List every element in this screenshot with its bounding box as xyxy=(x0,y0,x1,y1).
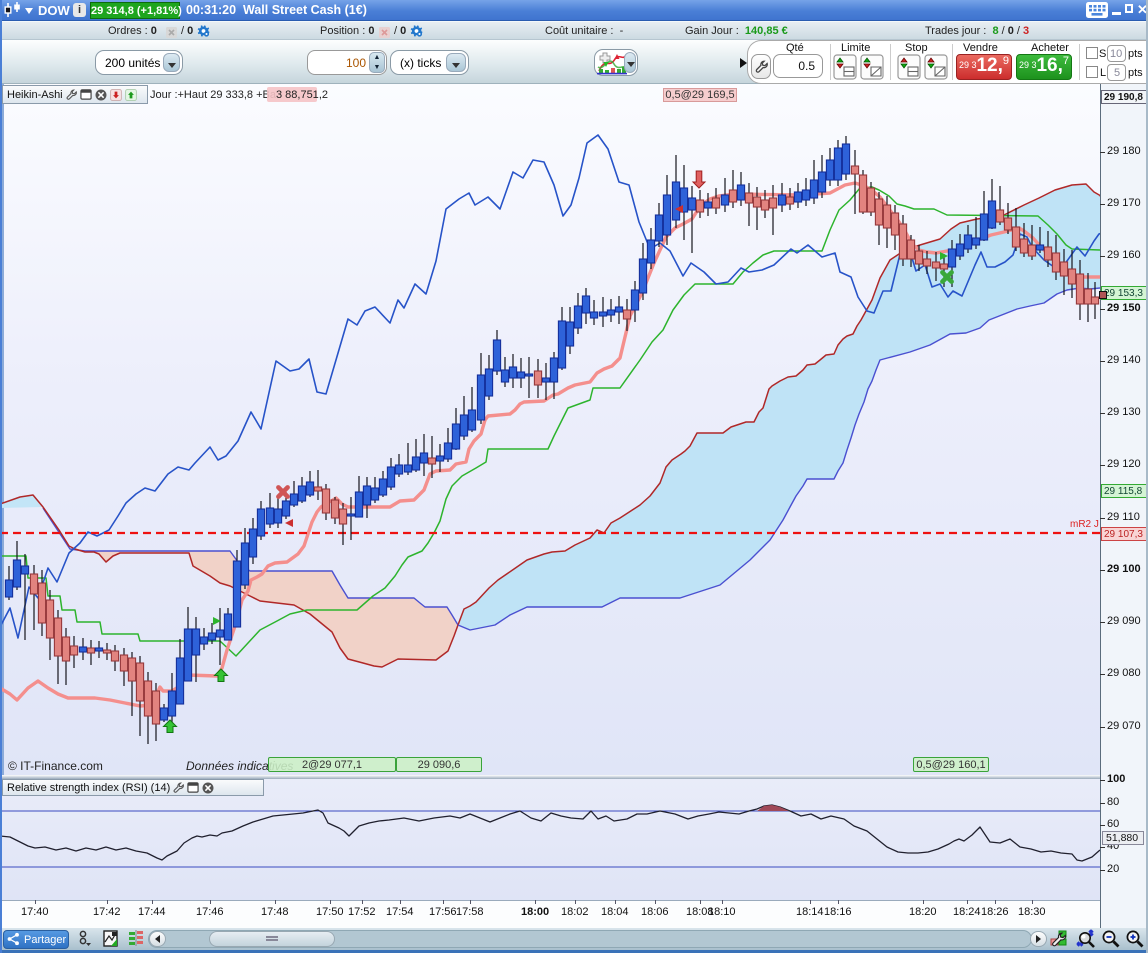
svg-text:mR2 J: mR2 J xyxy=(1070,519,1099,530)
